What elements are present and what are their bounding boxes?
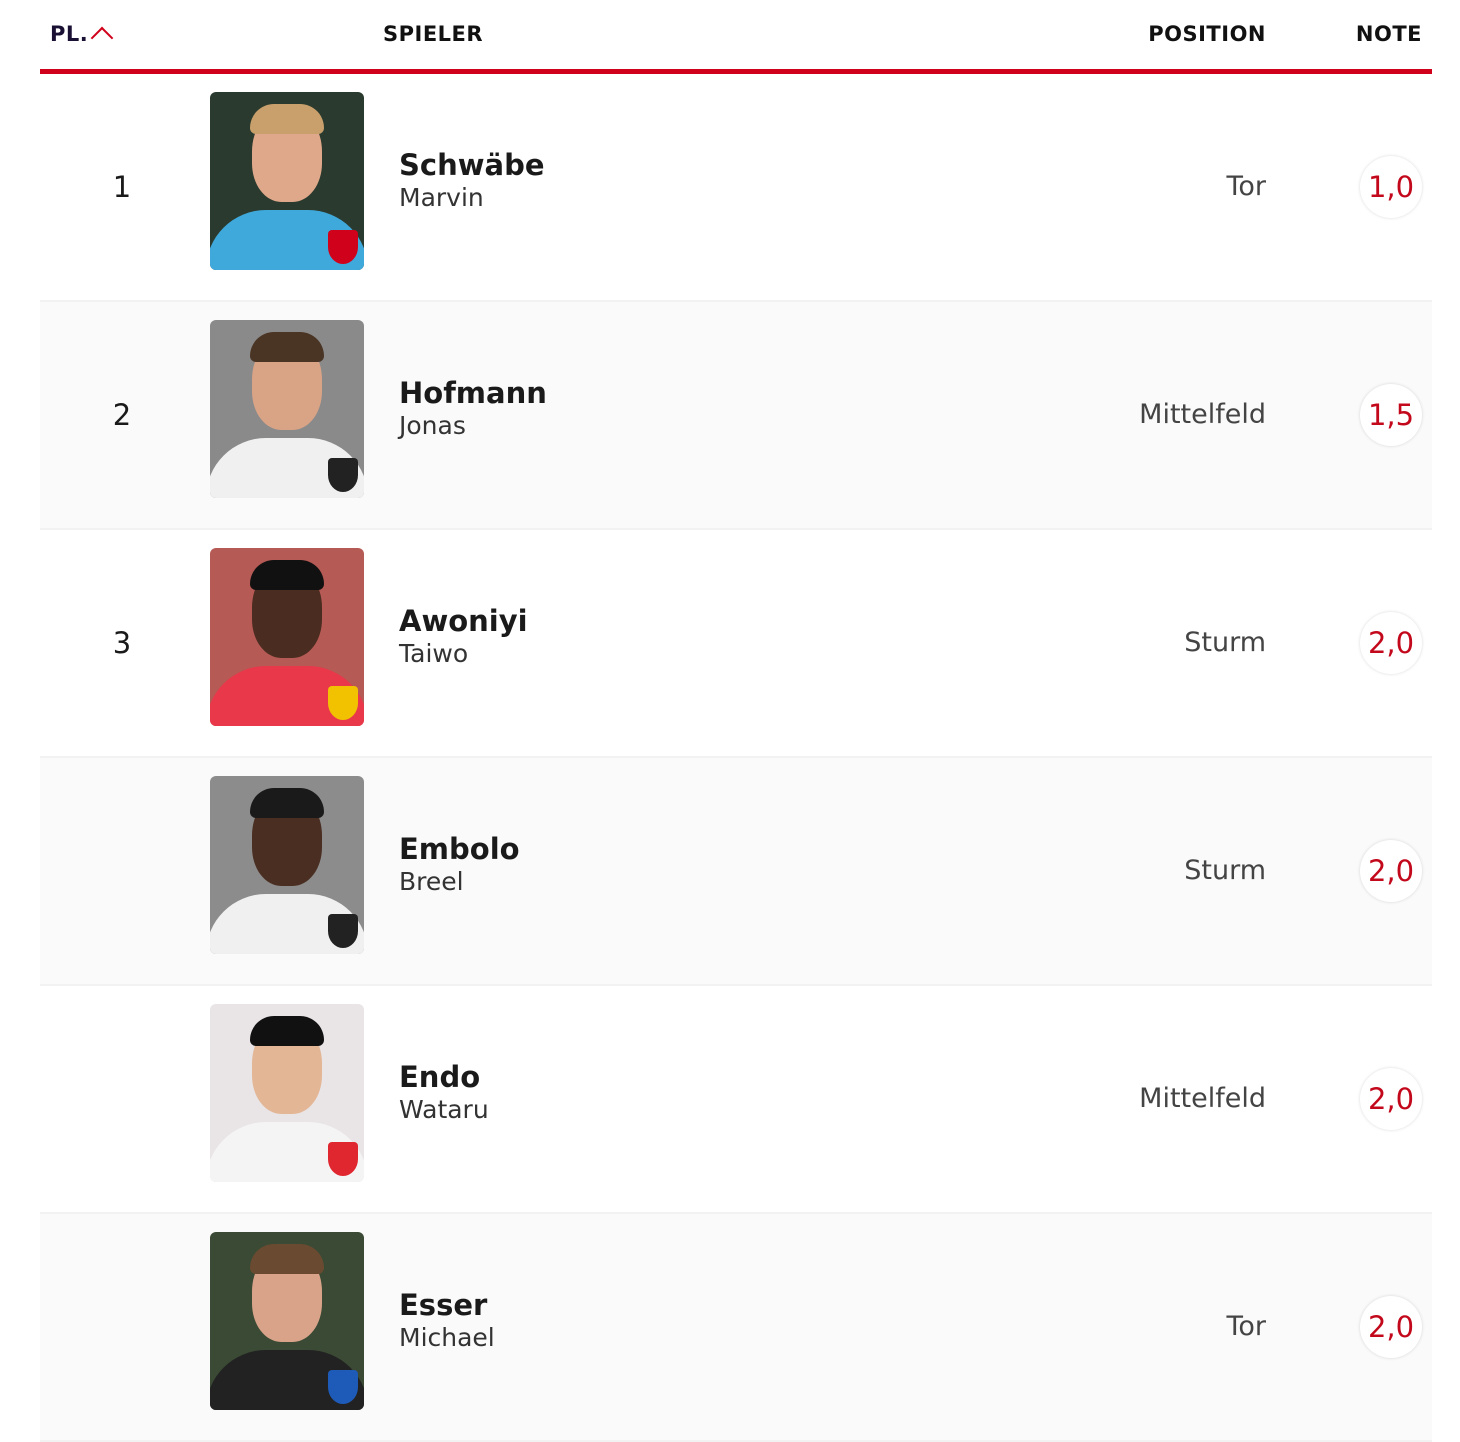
column-header-player[interactable]: SPIELER (383, 22, 484, 46)
player-name[interactable]: Awoniyi Taiwo (399, 604, 528, 670)
grade-badge: 1,5 (1360, 384, 1422, 446)
player-name[interactable]: Esser Michael (399, 1288, 495, 1354)
player-position: Sturm (1184, 627, 1266, 658)
grade-badge: 2,0 (1360, 1068, 1422, 1130)
rank: 3 (112, 626, 132, 660)
photo-hair (250, 332, 324, 362)
club-crest-icon (328, 1142, 358, 1176)
club-crest-icon (328, 458, 358, 492)
column-header-position[interactable]: POSITION (1148, 22, 1266, 46)
player-last-name: Embolo (399, 832, 520, 866)
club-crest-icon (328, 1370, 358, 1404)
player-first-name: Jonas (399, 411, 466, 440)
table-row[interactable]: Embolo Breel Sturm 2,0 (40, 758, 1432, 986)
player-first-name: Breel (399, 867, 464, 896)
player-last-name: Awoniyi (399, 604, 528, 638)
player-photo (210, 776, 364, 954)
player-position: Tor (1226, 1311, 1266, 1342)
player-position: Mittelfeld (1139, 1083, 1266, 1114)
player-last-name: Hofmann (399, 376, 547, 410)
player-first-name: Marvin (399, 183, 484, 212)
player-last-name: Esser (399, 1288, 488, 1322)
player-photo (210, 1232, 364, 1410)
player-first-name: Taiwo (399, 639, 469, 668)
player-first-name: Michael (399, 1323, 495, 1352)
table-row[interactable]: Esser Michael Tor 2,0 (40, 1214, 1432, 1442)
player-photo (210, 320, 364, 498)
rank: 1 (112, 170, 132, 204)
column-header-rank[interactable]: PL. (50, 22, 89, 46)
rank: 2 (112, 398, 132, 432)
column-header-grade[interactable]: NOTE (1355, 22, 1422, 46)
player-position: Tor (1226, 171, 1266, 202)
player-name[interactable]: Hofmann Jonas (399, 376, 547, 442)
player-photo (210, 1004, 364, 1182)
player-position: Sturm (1184, 855, 1266, 886)
table-row[interactable]: Endo Wataru Mittelfeld 2,0 (40, 986, 1432, 1214)
header-divider (40, 69, 1432, 74)
photo-hair (250, 560, 324, 590)
grade-badge: 1,0 (1360, 156, 1422, 218)
player-photo (210, 548, 364, 726)
player-last-name: Schwäbe (399, 148, 545, 182)
table-row[interactable]: 2 Hofmann Jonas Mittelfeld 1,5 (40, 302, 1432, 530)
table-row[interactable]: 1 Schwäbe Marvin Tor 1,0 (40, 74, 1432, 302)
photo-hair (250, 104, 324, 134)
table-header: PL. SPIELER POSITION NOTE (40, 0, 1432, 70)
grade-badge: 2,0 (1360, 840, 1422, 902)
player-name[interactable]: Schwäbe Marvin (399, 148, 545, 214)
player-table: 1 Schwäbe Marvin Tor 1,0 2 Hofma (40, 74, 1432, 1442)
club-crest-icon (328, 230, 358, 264)
player-position: Mittelfeld (1139, 399, 1266, 430)
photo-hair (250, 1016, 324, 1046)
table-row[interactable]: 3 Awoniyi Taiwo Sturm 2,0 (40, 530, 1432, 758)
player-last-name: Endo (399, 1060, 481, 1094)
player-photo (210, 92, 364, 270)
club-crest-icon (328, 914, 358, 948)
grade-badge: 2,0 (1360, 612, 1422, 674)
club-crest-icon (328, 686, 358, 720)
photo-hair (250, 788, 324, 818)
photo-hair (250, 1244, 324, 1274)
player-name[interactable]: Endo Wataru (399, 1060, 489, 1126)
grade-badge: 2,0 (1360, 1296, 1422, 1358)
player-name[interactable]: Embolo Breel (399, 832, 520, 898)
player-first-name: Wataru (399, 1095, 489, 1124)
chevron-up-icon[interactable] (90, 26, 114, 50)
